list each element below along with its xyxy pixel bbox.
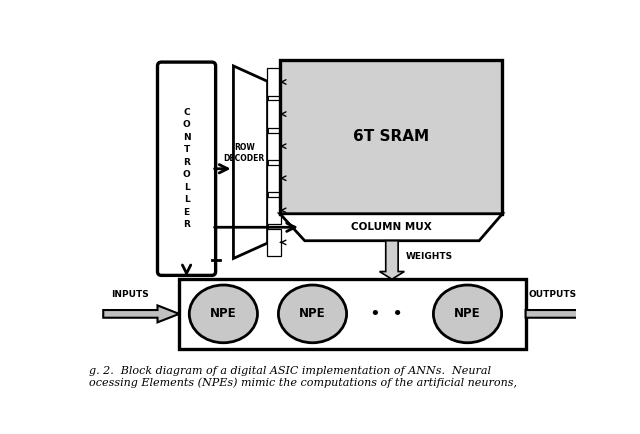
Text: g. 2.  Block diagram of a digital ASIC implementation of ANNs.  Neural: g. 2. Block diagram of a digital ASIC im… [90,366,492,376]
Bar [267,197,281,224]
Text: COLUMN MUX: COLUMN MUX [351,222,431,232]
Text: INPUTS: INPUTS [111,290,149,299]
Text: OUTPUTS: OUTPUTS [529,290,577,299]
Text: ROW
DECODER: ROW DECODER [223,143,265,163]
Bar [381,214,401,228]
Bar [355,214,373,228]
Bar [436,214,456,228]
Bar [267,132,281,160]
Polygon shape [234,66,268,258]
Text: NPE: NPE [454,307,481,320]
Bar [267,100,281,128]
Text: 6T SRAM: 6T SRAM [353,129,429,144]
Text: ocessing Elements (NPEs) mimic the computations of the artificial neurons,: ocessing Elements (NPEs) mimic the compu… [90,377,517,388]
Text: NPE: NPE [299,307,326,320]
Ellipse shape [278,285,347,343]
Bar [267,164,281,192]
Text: WEIGHTS: WEIGHTS [406,252,453,261]
Ellipse shape [433,285,502,343]
Text: NPE: NPE [210,307,237,320]
Polygon shape [103,306,179,322]
Bar [463,214,483,228]
Bar [409,214,428,228]
FancyBboxPatch shape [157,62,216,276]
Bar [179,279,525,349]
Ellipse shape [189,285,257,343]
Polygon shape [380,241,404,279]
Text: •  •: • • [370,305,403,323]
Polygon shape [525,306,602,322]
Bar [300,214,319,228]
Bar [327,214,346,228]
Bar [267,229,281,256]
Text: C
O
N
T
R
O
L
L
E
R: C O N T R O L L E R [182,108,191,230]
Polygon shape [280,214,502,241]
Bar [267,68,281,95]
Bar [280,60,502,214]
